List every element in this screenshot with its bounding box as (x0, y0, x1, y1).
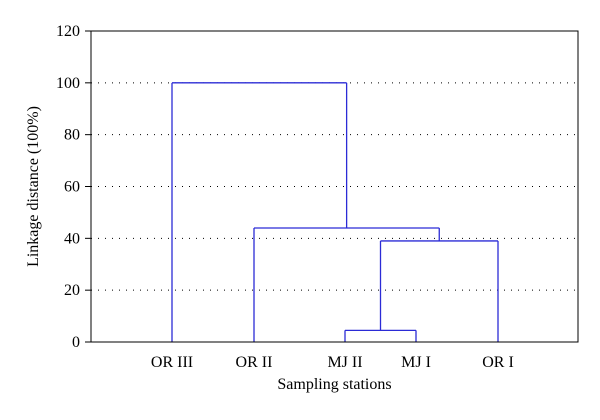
y-axis-title: Linkage distance (100%) (25, 106, 42, 267)
x-category-label: OR III (151, 354, 193, 371)
y-tick-label: 80 (64, 127, 80, 144)
grid-lines (91, 82, 578, 291)
x-category-label: MJ II (327, 354, 362, 371)
x-category-label: MJ I (401, 354, 431, 371)
dendrogram-links (171, 82, 499, 342)
x-category-label: OR I (482, 354, 514, 371)
x-axis-title: Sampling stations (277, 376, 391, 393)
x-axis-categories: OR III OR II MJ II MJ I OR I (151, 354, 514, 371)
x-category-label: OR II (236, 354, 273, 371)
y-tick-label: 20 (64, 282, 80, 299)
y-axis-ticks: 0 20 40 60 80 100 120 (56, 23, 91, 351)
y-tick-label: 120 (56, 23, 80, 40)
y-tick-label: 0 (72, 334, 80, 351)
y-tick-label: 40 (64, 230, 80, 247)
y-tick-label: 60 (64, 179, 80, 196)
y-tick-label: 100 (56, 75, 80, 92)
